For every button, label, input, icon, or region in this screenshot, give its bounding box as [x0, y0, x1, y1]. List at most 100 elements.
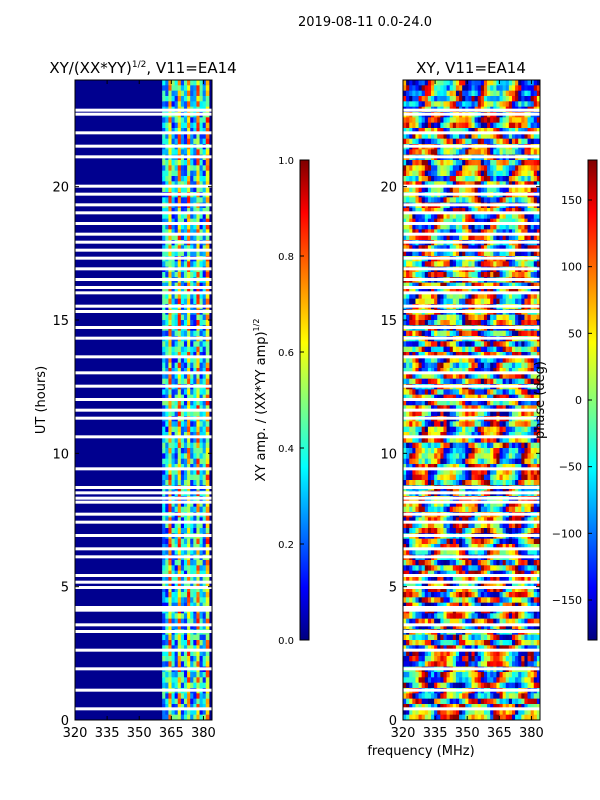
amplitude-cell	[162, 362, 166, 369]
amplitude-cell	[183, 117, 188, 124]
amplitude-cell	[165, 293, 169, 300]
phase-cell	[440, 357, 444, 364]
phase-cell	[415, 293, 420, 300]
phase-cell	[524, 229, 529, 236]
amplitude-cell	[199, 234, 204, 241]
phase-cell	[440, 80, 444, 86]
amplitude-cell	[202, 122, 207, 129]
phase-cell	[409, 122, 413, 129]
amplitude-cell	[180, 128, 185, 134]
phase-cell	[496, 138, 501, 145]
phase-cell	[418, 197, 423, 204]
phase-cell	[474, 272, 479, 278]
amplitude-cell	[177, 565, 182, 572]
amplitude-cell	[199, 704, 204, 710]
amplitude-cell	[199, 469, 204, 476]
phase-cell	[449, 208, 454, 214]
amplitude-cell	[199, 645, 204, 652]
phase-cell	[524, 346, 529, 353]
phase-cell	[499, 330, 504, 337]
phase-cell	[462, 101, 466, 108]
phase-cell	[449, 357, 454, 364]
amplitude-cell	[180, 224, 185, 230]
amplitude-cell	[180, 170, 185, 177]
phase-cell	[480, 400, 485, 406]
phase-cell	[455, 410, 460, 417]
phase-cell	[440, 208, 444, 214]
amplitude-cell	[183, 474, 188, 481]
amplitude-cell	[165, 704, 169, 710]
amplitude-cell	[205, 474, 210, 481]
phase-cell	[530, 282, 535, 289]
amplitude-cell	[205, 282, 210, 289]
phase-cell	[480, 314, 485, 321]
amplitude-cell	[193, 469, 197, 476]
phase-cell	[477, 378, 482, 385]
phase-cell	[443, 421, 448, 428]
phase-cell	[424, 229, 429, 236]
phase-cell	[437, 448, 441, 454]
amplitude-cell	[183, 645, 188, 652]
phase-cell	[490, 96, 494, 102]
amplitude-cell	[162, 101, 166, 108]
amplitude-cell	[168, 181, 173, 188]
phase-cell	[434, 293, 438, 300]
phase-cell	[446, 229, 451, 236]
amplitude-cell	[171, 186, 176, 193]
phase-cell	[418, 96, 423, 102]
phase-cell	[446, 197, 451, 204]
amplitude-cell	[190, 101, 194, 108]
amplitude-cell	[180, 704, 185, 710]
phase-cell	[471, 165, 476, 172]
amplitude-cell	[183, 250, 188, 257]
phase-cell	[505, 181, 510, 188]
phase-cell	[515, 389, 519, 396]
phase-cell	[446, 117, 451, 124]
amplitude-cell	[183, 218, 188, 225]
amplitude-cell	[187, 581, 191, 588]
amplitude-cell	[162, 432, 166, 438]
amplitude-cell	[196, 698, 201, 705]
phase-cell	[502, 410, 507, 417]
phase-cell	[521, 442, 525, 449]
amplitude-cell	[174, 298, 179, 305]
phase-cell	[536, 293, 540, 300]
amplitude-cell	[202, 640, 207, 646]
amplitude-cell	[168, 613, 173, 620]
amplitude-cell	[199, 613, 204, 620]
phase-cell	[406, 453, 410, 460]
phase-cell	[443, 122, 448, 129]
phase-cell	[518, 160, 522, 166]
phase-cell	[474, 101, 479, 108]
phase-cell	[502, 346, 507, 353]
phase-cell	[474, 293, 479, 300]
amplitude-cell	[183, 602, 188, 609]
phase-cell	[427, 288, 432, 294]
amplitude-cell	[177, 698, 182, 705]
amplitude-cell	[196, 421, 201, 428]
amplitude-cell	[190, 480, 194, 486]
amplitude-cell	[165, 602, 169, 609]
amplitude-cell	[196, 549, 201, 556]
phase-cell	[449, 133, 454, 140]
phase-cell	[462, 320, 466, 326]
amplitude-cell	[196, 613, 201, 620]
amplitude-cell	[162, 458, 166, 465]
phase-cell	[508, 405, 513, 412]
phase-cell	[431, 229, 435, 236]
amplitude-cell	[171, 320, 176, 326]
phase-cell	[499, 85, 504, 92]
phase-cell	[487, 373, 491, 380]
amplitude-cell	[193, 645, 197, 652]
amplitude-cell	[183, 261, 188, 268]
phase-cell	[474, 234, 479, 241]
amplitude-cell	[183, 405, 188, 412]
amplitude-cell	[180, 453, 185, 460]
phase-cell	[518, 448, 522, 454]
amplitude-cell	[171, 602, 176, 609]
phase-cell	[468, 352, 472, 358]
amplitude-cell	[193, 570, 197, 577]
phase-cell	[434, 122, 438, 129]
phase-cell	[515, 421, 519, 428]
amplitude-cell	[202, 522, 207, 529]
